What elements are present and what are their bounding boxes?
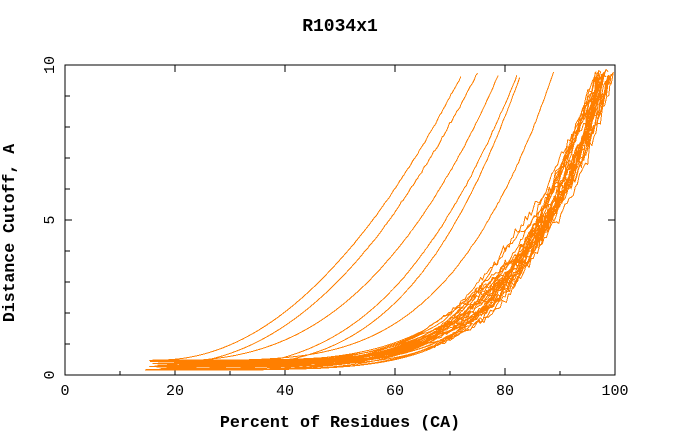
svg-text:0: 0 <box>42 370 59 379</box>
svg-text:0: 0 <box>60 383 69 400</box>
svg-text:Distance Cutoff, A: Distance Cutoff, A <box>0 144 19 322</box>
svg-text:5: 5 <box>42 215 59 224</box>
svg-text:Percent of Residues (CA): Percent of Residues (CA) <box>220 414 460 433</box>
svg-text:60: 60 <box>386 383 404 400</box>
svg-text:80: 80 <box>496 383 514 400</box>
svg-text:R1034x1: R1034x1 <box>302 17 378 37</box>
svg-text:20: 20 <box>166 383 184 400</box>
svg-text:100: 100 <box>601 383 628 400</box>
svg-text:40: 40 <box>276 383 294 400</box>
svg-text:10: 10 <box>42 56 59 74</box>
